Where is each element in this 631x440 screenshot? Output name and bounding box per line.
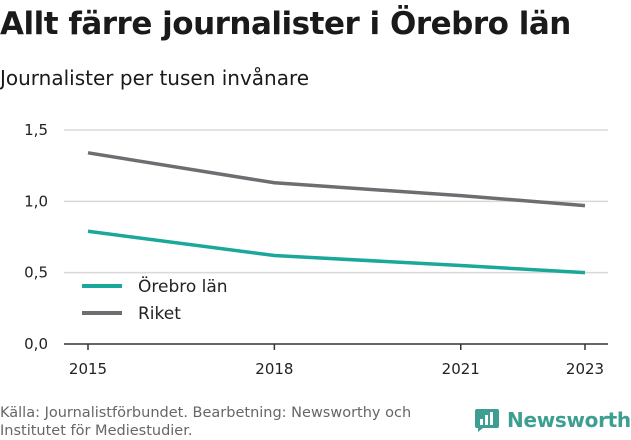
- x-tick-label: 2018: [255, 360, 293, 378]
- line-chart: 0,0 0,5 1,0 1,5 2015 2018 2021 2023 Örebro län R…: [24, 121, 608, 378]
- newsworthy-logo: Newsworthy: [474, 407, 631, 433]
- legend-label: Örebro län: [138, 275, 228, 297]
- brand-name: Newsworthy: [507, 408, 631, 432]
- chart-subtitle: Journalister per tusen invånare: [0, 66, 310, 90]
- y-tick-label: 1,0: [24, 192, 48, 210]
- source-note: Källa: Journalistförbundet. Bearbetning:…: [0, 405, 412, 439]
- series-line-riket: [87, 151, 586, 208]
- x-tick-label: 2015: [69, 360, 107, 378]
- legend-label: Riket: [138, 304, 181, 324]
- y-tick-label: 0,5: [24, 264, 48, 282]
- series-line-orebro-lan: [87, 229, 586, 275]
- y-tick-label: 0,0: [24, 335, 48, 353]
- x-tick-label: 2021: [442, 360, 480, 378]
- y-tick-label: 1,5: [24, 121, 48, 139]
- chart-title: Allt färre journalister i Örebro län: [0, 6, 571, 42]
- x-tick-label: 2023: [566, 360, 604, 378]
- newsworthy-logo-icon: [475, 409, 499, 432]
